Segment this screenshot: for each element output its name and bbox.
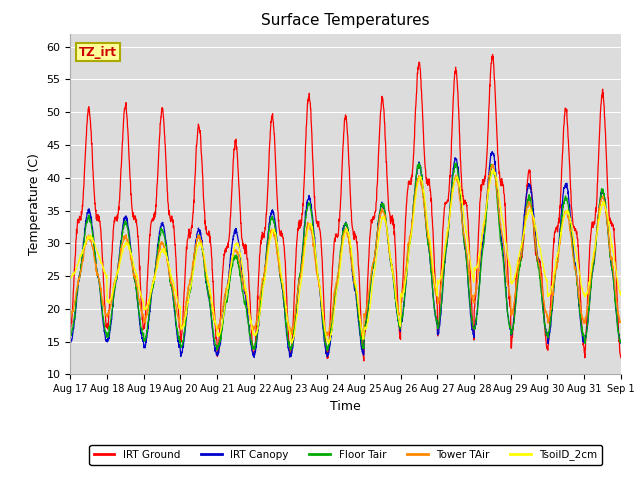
- Line: Tower TAir: Tower TAir: [70, 165, 621, 336]
- TsoilD_2cm: [569, 229, 577, 235]
- TsoilD_2cm: [67, 274, 74, 279]
- Tower TAir: [617, 319, 625, 324]
- IRT Ground: [220, 256, 228, 262]
- Line: Floor Tair: Floor Tair: [70, 163, 621, 350]
- Tower TAir: [362, 311, 369, 317]
- TsoilD_2cm: [220, 310, 228, 315]
- Floor Tair: [617, 337, 625, 343]
- Floor Tair: [324, 348, 332, 353]
- IRT Canopy: [362, 322, 369, 327]
- Legend: IRT Ground, IRT Canopy, Floor Tair, Tower TAir, TsoilD_2cm: IRT Ground, IRT Canopy, Floor Tair, Towe…: [90, 445, 602, 465]
- IRT Ground: [67, 322, 74, 328]
- TsoilD_2cm: [617, 292, 625, 298]
- IRT Canopy: [506, 326, 514, 332]
- Line: IRT Canopy: IRT Canopy: [70, 152, 621, 358]
- Floor Tair: [584, 319, 592, 325]
- Tower TAir: [67, 313, 74, 319]
- TsoilD_2cm: [374, 245, 381, 251]
- IRT Ground: [584, 288, 592, 293]
- Floor Tair: [415, 160, 423, 166]
- Floor Tair: [569, 243, 577, 249]
- TsoilD_2cm: [324, 341, 332, 347]
- IRT Ground: [617, 355, 625, 360]
- Tower TAir: [360, 333, 367, 339]
- Tower TAir: [220, 298, 228, 304]
- Y-axis label: Temperature (C): Temperature (C): [28, 153, 41, 255]
- Tower TAir: [506, 292, 514, 298]
- IRT Ground: [362, 319, 369, 324]
- IRT Canopy: [220, 308, 228, 313]
- IRT Canopy: [617, 339, 625, 345]
- IRT Ground: [360, 358, 367, 364]
- Line: TsoilD_2cm: TsoilD_2cm: [70, 169, 621, 344]
- IRT Canopy: [250, 355, 258, 360]
- Tower TAir: [569, 248, 577, 254]
- Floor Tair: [67, 331, 74, 337]
- Floor Tair: [362, 323, 369, 328]
- IRT Canopy: [569, 240, 577, 246]
- Title: Surface Temperatures: Surface Temperatures: [261, 13, 430, 28]
- IRT Ground: [569, 216, 577, 221]
- IRT Ground: [506, 304, 514, 310]
- Tower TAir: [489, 162, 497, 168]
- IRT Ground: [489, 52, 497, 58]
- TsoilD_2cm: [506, 263, 514, 269]
- Line: IRT Ground: IRT Ground: [70, 55, 621, 361]
- X-axis label: Time: Time: [330, 400, 361, 413]
- Tower TAir: [374, 228, 381, 234]
- Floor Tair: [506, 323, 514, 328]
- TsoilD_2cm: [584, 288, 592, 293]
- Floor Tair: [220, 312, 228, 318]
- IRT Canopy: [374, 228, 381, 233]
- Floor Tair: [374, 228, 381, 234]
- TsoilD_2cm: [362, 326, 369, 332]
- IRT Canopy: [488, 149, 496, 155]
- TsoilD_2cm: [490, 167, 497, 172]
- IRT Canopy: [584, 319, 592, 325]
- IRT Canopy: [67, 340, 74, 346]
- Tower TAir: [584, 302, 592, 308]
- Text: TZ_irt: TZ_irt: [79, 46, 116, 59]
- IRT Ground: [374, 176, 381, 182]
